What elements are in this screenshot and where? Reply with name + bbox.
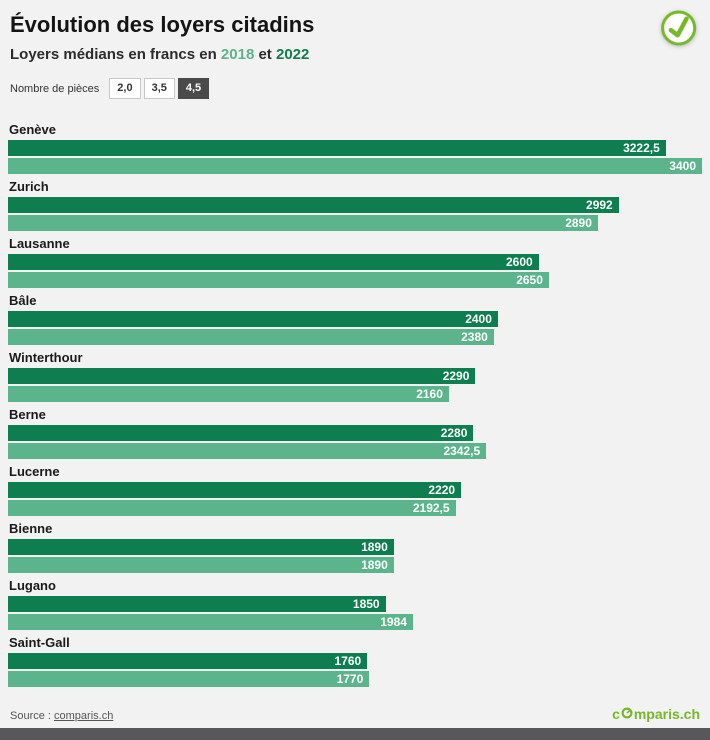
- header: Évolution des loyers citadins Loyers méd…: [0, 0, 710, 63]
- bar-value: 1890: [361, 558, 388, 572]
- subtitle-text: Loyers médians en francs en: [10, 46, 221, 63]
- source-text: Source : comparis.ch: [10, 710, 113, 722]
- bar-value: 2890: [565, 216, 592, 230]
- bar-value: 2342,5: [443, 444, 481, 458]
- city-group: Bâle 2400 2380: [8, 294, 702, 345]
- city-group: Saint-Gall 1760 1770: [8, 636, 702, 687]
- bar-value: 3400: [669, 159, 696, 173]
- city-label: Winterthour: [9, 350, 83, 365]
- bar-2022: 2400: [8, 311, 498, 327]
- bar-value: 2192,5: [412, 501, 450, 515]
- bar-2022: 3222,5: [8, 140, 666, 156]
- check-circle-icon: [655, 4, 703, 56]
- city-group: Winterthour 2290 2160: [8, 351, 702, 402]
- bar-2018: 2192,5: [8, 500, 456, 516]
- subtitle-year-2018: 2018: [220, 46, 255, 63]
- bar-value: 2220: [428, 483, 456, 497]
- bar-2022: 2280: [8, 425, 474, 441]
- bar-2022: 1850: [8, 596, 386, 612]
- bar-2018: 2380: [8, 329, 494, 345]
- bar-2022: 1890: [8, 539, 394, 555]
- bar-2018: 2650: [8, 272, 549, 288]
- bar-2022: 2992: [8, 197, 619, 213]
- bar-2018: 3400: [8, 158, 702, 174]
- city-label: Bâle: [9, 293, 37, 308]
- bar-value: 2650: [516, 273, 543, 287]
- city-group: Bienne 1890 1890: [8, 522, 702, 573]
- city-label: Lucerne: [9, 464, 60, 479]
- bar-value: 1890: [361, 540, 388, 554]
- filter-option-3-5[interactable]: 3,5: [143, 78, 175, 99]
- page-title: Évolution des loyers citadins: [10, 12, 315, 37]
- brand-suffix: mparis.ch: [633, 706, 700, 722]
- bar-value: 2992: [586, 198, 613, 212]
- bar-value: 2400: [465, 312, 492, 326]
- bar-value: 2160: [416, 387, 443, 401]
- city-label: Saint-Gall: [9, 635, 70, 650]
- bar-value: 2280: [440, 426, 468, 440]
- bar-2018: 2160: [8, 386, 449, 402]
- bar-2018: 1770: [8, 671, 370, 687]
- city-group: Lugano 1850 1984: [8, 579, 702, 630]
- city-group: Lausanne 2600 2650: [8, 237, 702, 288]
- bar-value: 2290: [442, 369, 470, 383]
- bottom-bar: [0, 728, 710, 740]
- city-label: Lugano: [9, 578, 56, 593]
- filter-option-4-5[interactable]: 4,5: [177, 78, 210, 99]
- bar-2018: 1984: [8, 614, 413, 630]
- bar-value: 1770: [336, 672, 364, 686]
- bar-2022: 1760: [8, 653, 368, 669]
- bar-value: 1850: [352, 597, 380, 611]
- bar-2018: 2890: [8, 215, 598, 231]
- footer: Source : comparis.ch c mparis.ch: [10, 706, 700, 722]
- subtitle-joiner: et: [254, 46, 276, 63]
- bar-value: 1984: [380, 615, 407, 629]
- city-group: Berne 2280 2342,5: [8, 408, 702, 459]
- bar-2022: 2600: [8, 254, 539, 270]
- city-label: Genève: [9, 122, 56, 137]
- bar-value: 1760: [334, 654, 362, 668]
- bar-value: 3222,5: [623, 141, 660, 155]
- bar-value: 2600: [505, 255, 533, 269]
- city-group: Zurich 2992 2890: [8, 180, 702, 231]
- subtitle-year-2022: 2022: [275, 46, 310, 63]
- bar-chart: Genève 3222,5 3400 Zurich 2992 2890 Lausanne 26…: [8, 123, 702, 687]
- city-label: Lausanne: [9, 236, 70, 251]
- city-group: Genève 3222,5 3400: [8, 123, 702, 174]
- filter-row: Nombre de pièces 2,0 3,5 4,5: [10, 78, 710, 99]
- bar-value: 2380: [461, 330, 488, 344]
- city-group: Lucerne 2220 2192,5: [8, 465, 702, 516]
- filter-option-2-0[interactable]: 2,0: [109, 78, 141, 99]
- city-label: Berne: [9, 407, 46, 422]
- city-label: Zurich: [9, 179, 49, 194]
- brand-logo[interactable]: c mparis.ch: [612, 706, 700, 722]
- subtitle: Loyers médians en francs en 2018 et 2022: [10, 46, 700, 63]
- bar-2022: 2220: [8, 482, 462, 498]
- filter-label: Nombre de pièces: [10, 82, 100, 95]
- city-label: Bienne: [9, 521, 53, 536]
- bar-2018: 2342,5: [8, 443, 487, 459]
- dial-circle-icon: [621, 706, 633, 722]
- brand-prefix: c: [612, 706, 620, 722]
- bar-2018: 1890: [8, 557, 394, 573]
- bar-2022: 2290: [8, 368, 476, 384]
- source-link[interactable]: comparis.ch: [54, 710, 114, 722]
- source-prefix: Source :: [10, 710, 55, 722]
